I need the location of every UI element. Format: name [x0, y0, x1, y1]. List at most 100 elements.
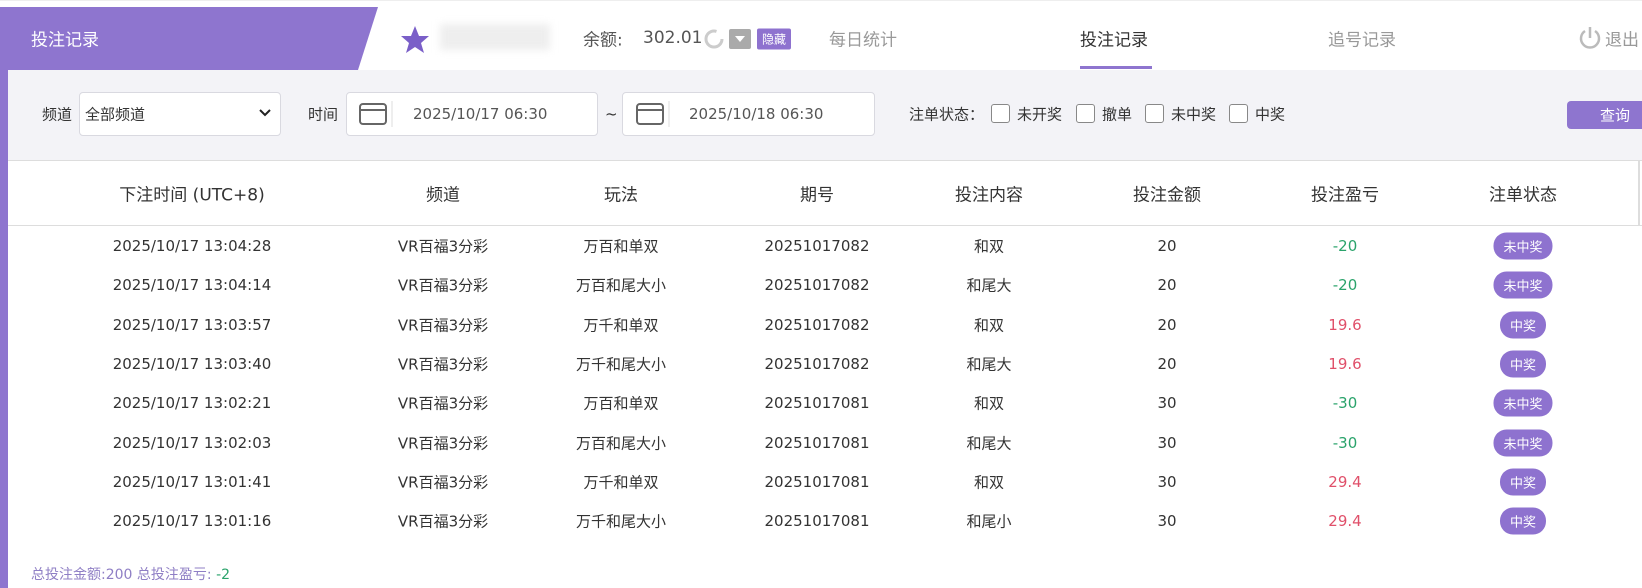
- total-profit: -2: [216, 567, 231, 583]
- nav-item[interactable]: 追号记录: [1328, 30, 1396, 51]
- cell: 2025/10/17 13:01:16: [112, 512, 272, 531]
- cell: 万千和尾大小: [575, 355, 667, 374]
- cell: 和尾小: [966, 512, 1012, 531]
- balance-label: 余额:: [583, 30, 623, 51]
- cell: 万百和单双: [583, 237, 659, 256]
- checkbox[interactable]: [1145, 104, 1164, 123]
- scroll-edge: [1638, 161, 1640, 225]
- header-tab[interactable]: 投注记录: [31, 30, 99, 51]
- cell: 2025/10/17 13:03:40: [112, 354, 272, 373]
- status-badge: 中奖: [1499, 468, 1547, 496]
- cell: 和双: [973, 473, 1005, 492]
- nav-item-active[interactable]: 投注记录: [1080, 30, 1148, 51]
- cell: 30: [1157, 433, 1177, 452]
- column-header: 投注内容: [955, 185, 1023, 206]
- status-badge: 未中奖: [1493, 232, 1553, 260]
- cell: -30: [1332, 433, 1358, 452]
- checkbox[interactable]: [991, 104, 1010, 123]
- cell: VR百福3分彩: [397, 316, 489, 335]
- checkbox-label: 撤单: [1102, 105, 1133, 124]
- checkbox-label: 中奖: [1255, 105, 1286, 124]
- nav-item[interactable]: 每日统计: [829, 30, 897, 51]
- cell: 20251017082: [764, 276, 870, 295]
- cell: 万百和尾大小: [575, 434, 667, 452]
- power-icon[interactable]: [1577, 25, 1603, 51]
- cell: VR百福3分彩: [397, 237, 489, 256]
- header-divider: [8, 225, 1642, 226]
- cell: 30: [1157, 512, 1177, 531]
- column-header: 频道: [426, 185, 460, 206]
- cell: 20251017082: [764, 237, 870, 255]
- refresh-icon[interactable]: [703, 28, 725, 50]
- cell: 30: [1157, 394, 1177, 413]
- top-edge: [0, 0, 1642, 9]
- logo: [401, 26, 429, 53]
- left-bar: [0, 70, 8, 588]
- toggle-icon[interactable]: [729, 29, 751, 49]
- cell: 2025/10/17 13:04:28: [112, 237, 272, 255]
- status-badge: 未中奖: [1493, 389, 1553, 417]
- cell: 20: [1157, 237, 1177, 255]
- total-amount-label: 总投注金额:: [31, 567, 106, 583]
- column-header: 玩法: [604, 185, 638, 206]
- cell: VR百福3分彩: [397, 394, 489, 413]
- cell: 19.6: [1328, 315, 1362, 334]
- start-date-text: 2025/10/17 06:30: [413, 105, 548, 123]
- username-blurred: [440, 24, 550, 50]
- cell: -30: [1332, 394, 1358, 413]
- cell: 万千和单双: [583, 473, 659, 492]
- header-tab-shape: [0, 7, 378, 70]
- cell: 和尾大: [966, 276, 1012, 295]
- cell: VR百福3分彩: [397, 512, 489, 531]
- cell: 万千和尾大小: [575, 512, 667, 531]
- total-profit-label: 总投注盈亏:: [136, 567, 212, 583]
- start-date[interactable]: [346, 92, 598, 136]
- date-separator: ~: [605, 105, 618, 123]
- cell: 20251017081: [764, 472, 870, 491]
- cell: -20: [1332, 237, 1358, 255]
- cell: 29.4: [1328, 472, 1362, 491]
- end-date[interactable]: [622, 92, 875, 136]
- cell: 2025/10/17 13:02:21: [112, 394, 272, 413]
- total-amount: 200: [105, 567, 133, 583]
- column-header: 期号: [800, 185, 834, 206]
- balance: 302.01: [643, 28, 703, 48]
- cell: 和双: [973, 316, 1005, 335]
- time-label: 时间: [308, 105, 339, 124]
- cell: 20251017082: [764, 354, 870, 373]
- cell: 万百和单双: [583, 394, 659, 413]
- cell: 20251017082: [764, 315, 870, 334]
- cell: 和尾大: [966, 355, 1012, 374]
- calendar-icon: [636, 101, 670, 127]
- cell: 29.4: [1328, 512, 1362, 531]
- cell: 19.6: [1328, 354, 1362, 373]
- cell: VR百福3分彩: [397, 355, 489, 374]
- logout[interactable]: 退出: [1605, 30, 1639, 51]
- cell: 和双: [973, 237, 1005, 256]
- end-date-text: 2025/10/18 06:30: [689, 105, 824, 123]
- cell: 30: [1157, 472, 1177, 491]
- cell: VR百福3分彩: [397, 276, 489, 295]
- channel-select[interactable]: [79, 92, 281, 136]
- cell: 20: [1157, 276, 1177, 295]
- cell: 2025/10/17 13:04:14: [112, 276, 272, 295]
- cell: -20: [1332, 276, 1358, 295]
- status-badge: 中奖: [1499, 350, 1547, 378]
- cell: 2025/10/17 13:01:41: [112, 472, 272, 491]
- cell: 20: [1157, 354, 1177, 373]
- chevron: [259, 109, 271, 117]
- cell: 20: [1157, 315, 1177, 334]
- cell: 20251017081: [764, 433, 870, 452]
- status-badge: 中奖: [1499, 507, 1547, 535]
- nav-underline: [1080, 66, 1152, 69]
- checkbox-label: 未中奖: [1171, 105, 1217, 124]
- status-label: 注单状态：: [909, 105, 985, 124]
- query-button[interactable]: [1567, 101, 1642, 129]
- hide-badge[interactable]: 隐藏: [757, 28, 792, 50]
- checkbox[interactable]: [1229, 104, 1248, 123]
- status-badge: 未中奖: [1493, 429, 1553, 456]
- calendar-icon: [359, 101, 393, 127]
- checkbox[interactable]: [1076, 104, 1095, 123]
- channel-value: 全部频道: [85, 105, 146, 124]
- cell: 2025/10/17 13:03:57: [112, 315, 272, 334]
